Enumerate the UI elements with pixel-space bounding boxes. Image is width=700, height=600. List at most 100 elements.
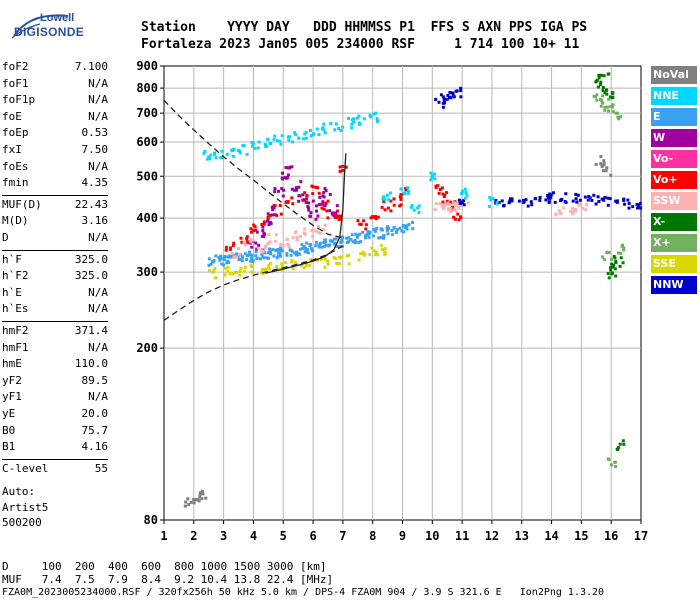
echo-point [308,244,312,248]
echo-point [249,259,253,263]
param-name: D [2,231,9,244]
param-name: h`E [2,285,22,299]
echo-point [322,228,326,232]
echo-point [260,222,264,226]
echo-point [453,201,457,205]
echo-point [315,209,318,213]
echo-point [453,217,457,221]
echo-point [449,96,453,100]
echo-point [266,212,270,216]
param-name: foF1 [2,76,29,90]
echo-point [227,260,230,264]
echo-point [407,223,411,227]
echo-point [382,236,386,240]
echo-point [220,149,224,153]
echo-point [448,91,452,94]
echo-point [200,489,204,493]
echo-point [546,194,550,197]
echo-point [326,262,330,266]
echo-point [198,492,202,496]
plot-axes: 1 2 3 4 5 6 7 8 9 10 11 12 13 14 15 16 17802003004005006… [136,59,648,543]
x-tick-label: 8 [369,529,376,543]
echo-point [213,267,217,271]
echo-point [619,256,623,260]
echo-point [607,276,611,280]
echo-point [243,252,247,256]
echo-point [256,146,260,150]
echo-point [251,144,254,148]
param-row: foF2 7.100 [2,60,108,76]
echo-point [307,201,311,205]
echo-point [237,258,241,261]
param-name: B1 [2,440,16,454]
echo-point [228,247,232,251]
echo-point [447,203,451,207]
param-value: 7.50 [81,143,109,156]
echo-point [198,495,202,499]
echo-point [207,155,211,159]
echo-point [309,211,313,215]
echo-point [381,197,385,201]
echo-point [257,243,261,247]
echo-point [223,255,227,258]
echo-point [249,238,253,242]
echo-point [218,258,222,262]
echo-point [250,253,254,257]
param-value: 22.43 [74,197,108,211]
echo-point [339,241,343,244]
echo-point [314,229,318,233]
echo-point [192,501,196,505]
echo-point [219,255,223,259]
echo-point [605,166,609,170]
param-row: h`F2 325.0 [2,269,108,285]
echo-point [463,187,467,191]
echo-point [452,95,456,99]
echo-point [305,241,309,245]
echo-point [335,209,339,213]
echo-point [234,271,238,274]
echo-point [549,193,553,197]
echo-point [203,150,207,153]
echo-point [605,251,609,255]
echo-point [613,256,617,260]
param-name: foEs [2,159,29,173]
echo-point [609,268,613,272]
echo-point [315,127,319,131]
echo-point [305,249,308,253]
echo-point [622,197,626,201]
echo-point [382,195,386,199]
echo-point [350,126,354,130]
echo-point [609,266,613,269]
echo-point [603,91,607,95]
echo-point [367,235,371,239]
echo-point [249,265,253,269]
echo-point [284,261,288,265]
echo-point [209,262,213,266]
echo-point [251,238,255,242]
echo-point [326,259,330,263]
echo-point [326,199,330,203]
echo-point [594,202,598,206]
echo-point [407,189,411,193]
echo-point [367,232,371,236]
param-value: 325.0 [74,252,108,266]
echo-point [450,203,454,207]
echo-point [610,91,614,95]
echo-point [597,200,601,203]
echo-point [412,208,416,212]
echo-point [189,500,193,504]
echo-point [211,270,215,274]
echo-point [383,208,387,212]
echo-point [308,263,312,267]
echo-point [245,258,249,261]
echo-point [286,242,290,246]
echo-point [465,193,469,197]
echo-point [372,112,376,116]
echo-point [352,120,356,124]
echo-point [213,276,217,280]
echo-point [557,209,561,213]
echo-point [611,265,615,269]
echo-point [526,204,530,208]
echo-point [250,245,254,249]
echo-point [311,234,315,238]
